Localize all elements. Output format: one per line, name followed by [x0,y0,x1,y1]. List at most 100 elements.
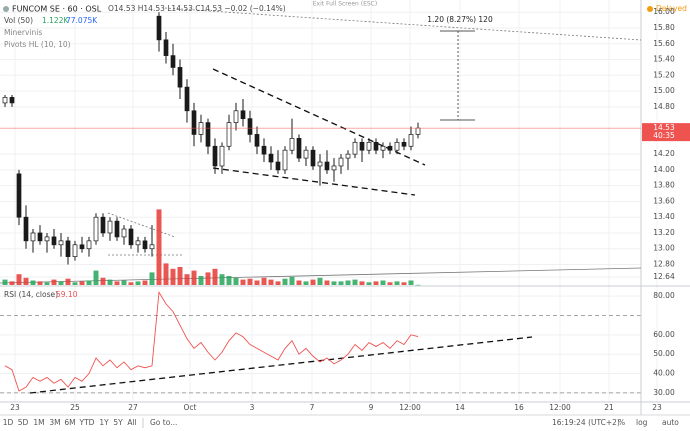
volume-bar [261,277,267,285]
volume-bar [44,282,50,285]
candle-body [79,244,85,250]
scale-option[interactable]: log [636,418,648,427]
y-tick-label: 13.20 [653,228,675,237]
range-button[interactable]: 1Y [99,418,109,427]
volume-bar [352,279,358,285]
volume-bar [72,282,78,285]
candle-body [163,39,169,56]
candle-body [359,141,365,151]
y-tick-label: 13.40 [653,212,675,221]
range-button[interactable]: 3M [49,418,60,427]
candle-body [156,15,162,41]
y-tick-label: 13.80 [653,181,675,190]
candle-body [100,216,106,234]
rsi-line [4,290,419,392]
volume-bar [212,268,218,285]
x-tick-label: 27 [128,403,138,412]
volume-bar [128,282,134,285]
candle-body [37,232,43,242]
volume-bar [142,280,148,285]
candle-body [282,149,288,171]
volume-bar [282,278,288,285]
candle-body [317,161,323,167]
volume-bar [268,279,274,285]
candle-body [205,122,211,147]
symbol-icon [3,6,9,12]
volume-bar [58,281,64,285]
last-price-box [642,123,690,142]
candle-body [44,236,50,242]
candle-body [324,161,330,171]
y-tick-label: 12.64 [653,272,675,281]
candle-body [240,110,246,120]
candle-body [191,110,197,135]
range-button[interactable]: 1D [3,418,14,427]
candle-body [114,220,120,238]
y-tick-label: 15.20 [653,70,675,79]
candle-body [23,216,29,242]
candle-body [387,145,393,151]
y-tick-label: 15.60 [653,39,675,48]
candle-body [233,110,239,123]
range-button[interactable]: All [127,418,136,427]
rsi-title: RSI (14, close) [4,290,58,299]
indicator: Pivots HL (10, 10) [4,40,71,49]
x-tick-label: 12:00 [549,403,571,412]
volume-bar [107,279,113,285]
x-tick-label: 3 [250,403,255,412]
x-tick-label: 21 [604,403,614,412]
volume-bar [373,281,379,285]
goto-button[interactable]: Go to... [150,418,177,427]
range-button[interactable]: 1M [33,418,44,427]
volume-bar [79,281,85,285]
y-tick-label: 14.00 [653,165,675,174]
volume-bar [156,209,162,285]
ohlc: O14.53 H14.53 L14.53 C14.53 −0.02 (−0.14… [108,4,286,13]
candle-body [254,134,260,147]
y-tick-label: 16.00 [653,7,675,16]
last-price: 14.53 [653,123,675,132]
volume-bar [170,268,176,285]
x-tick-label: 23 [652,403,662,412]
range-button[interactable]: 5Y [113,418,123,427]
scale-option[interactable]: % [618,418,625,427]
countdown: 40:35 [653,131,675,140]
candle-body [268,153,274,163]
volume-bar [191,270,197,285]
volume-bar [184,274,190,285]
volume-bar [135,281,141,285]
volume-bar [240,279,246,285]
scale-option[interactable]: auto [662,418,679,427]
candle-body [184,86,190,112]
y-tick-label: 14.80 [653,102,675,111]
volume-bar [51,279,57,285]
candle-body [212,145,218,167]
volume-bar [310,279,316,285]
volume-bar [149,272,155,285]
exit-fullscreen[interactable]: Exit Full Screen (ESC) [313,1,377,8]
volume-bar [23,277,29,285]
candle-body [219,145,225,167]
volume-bar [177,267,183,285]
volume-bar [345,280,351,285]
volume-bar [2,279,8,285]
candle-body [177,67,183,88]
range-button[interactable]: 5D [18,418,29,427]
range-button[interactable]: 6M [64,418,75,427]
candle-body [30,232,36,242]
candle-body [394,141,400,151]
trendline [0,267,642,284]
volume-bar [114,281,120,285]
marks [0,12,641,392]
range-button[interactable]: YTD [79,418,95,427]
candle-body [93,216,99,242]
volume-bar [205,272,211,285]
x-tick-label: 25 [70,403,80,412]
volume-bar [415,284,421,286]
rsi-value: 59.10 [56,290,78,299]
wedge-line [212,167,416,196]
volume-bar [100,277,106,285]
candle-body [352,141,358,155]
